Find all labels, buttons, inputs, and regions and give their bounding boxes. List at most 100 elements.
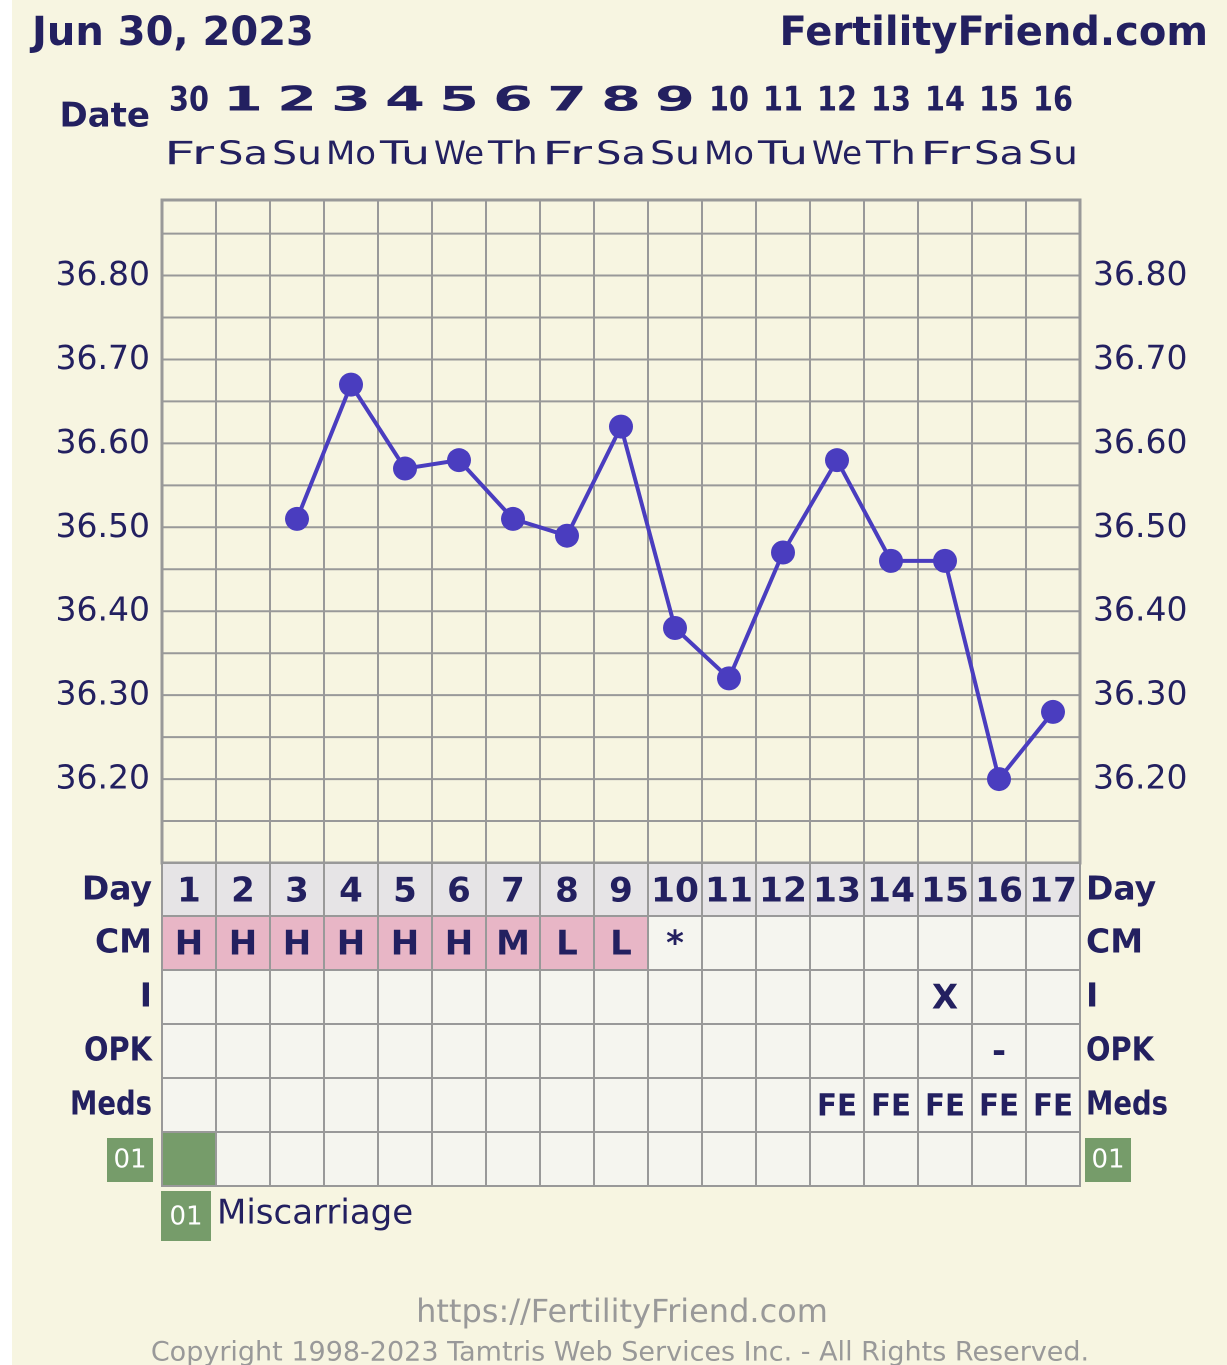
date-label: Date xyxy=(60,96,150,136)
meds-cell xyxy=(377,1077,433,1133)
weekday: Tu xyxy=(757,134,808,172)
cm-cell xyxy=(1025,915,1081,971)
temperature-point xyxy=(933,548,957,573)
opk-cell xyxy=(323,1023,379,1079)
days-cell xyxy=(701,862,757,918)
day-label-right: Day xyxy=(1086,869,1156,908)
event-cell xyxy=(323,1131,379,1187)
cm-value: H xyxy=(175,924,203,964)
y-tick-label: 36.20 xyxy=(56,758,150,797)
cm-cell xyxy=(971,915,1027,971)
days-cell xyxy=(971,862,1027,918)
event-cell xyxy=(647,1131,703,1187)
days-cell xyxy=(485,862,541,918)
cm-cell xyxy=(917,915,973,971)
chart-date: Jun 30, 2023 xyxy=(29,9,314,55)
weekday: Fr xyxy=(920,134,971,172)
days-value: 1 xyxy=(177,871,201,911)
temperature-point xyxy=(393,456,417,481)
i-cell xyxy=(971,969,1027,1025)
date-number: 8 xyxy=(601,80,641,120)
y-tick-label-right: 36.40 xyxy=(1093,590,1187,629)
weekday: We xyxy=(434,134,484,172)
days-value: 16 xyxy=(975,871,1023,911)
meds-cell xyxy=(1025,1077,1081,1133)
days-value: 11 xyxy=(705,871,753,911)
opk-cell xyxy=(863,1023,919,1079)
cm-value: H xyxy=(445,924,473,964)
i-cell xyxy=(161,969,217,1025)
temperature-point xyxy=(663,616,687,641)
i-cell xyxy=(431,969,487,1025)
opk-cell xyxy=(701,1023,757,1079)
opk-cell xyxy=(161,1023,217,1079)
days-value: 3 xyxy=(285,871,309,911)
meds-cell xyxy=(431,1077,487,1133)
event-cell xyxy=(809,1131,865,1187)
i-cell xyxy=(809,969,865,1025)
date-number: 4 xyxy=(385,80,425,120)
cm-cell xyxy=(323,915,379,971)
meds-cell xyxy=(215,1077,271,1133)
event-cell xyxy=(215,1131,271,1187)
days-value: 14 xyxy=(867,871,915,911)
weekday: Th xyxy=(487,134,538,172)
i-cell xyxy=(755,969,811,1025)
opk-cell xyxy=(755,1023,811,1079)
meds-cell xyxy=(593,1077,649,1133)
cm-value: H xyxy=(283,924,311,964)
event-cell xyxy=(701,1131,757,1187)
event-cell xyxy=(1025,1131,1081,1187)
date-number: 6 xyxy=(493,80,533,120)
cm-label-left: CM xyxy=(95,922,152,961)
cm-cell xyxy=(809,915,865,971)
cm-label-right: CM xyxy=(1086,922,1143,961)
weekday: Su xyxy=(1028,134,1078,172)
cm-value: M xyxy=(496,924,530,964)
event-cell xyxy=(971,1131,1027,1187)
event-cell xyxy=(269,1131,325,1187)
days-value: 2 xyxy=(231,871,255,911)
i-label-right: I xyxy=(1086,976,1098,1015)
date-number: 16 xyxy=(1033,80,1073,120)
meds-cell xyxy=(755,1077,811,1133)
opk-label-left: OPK xyxy=(84,1030,153,1069)
days-value: 9 xyxy=(609,871,633,911)
weekday: Fr xyxy=(164,134,215,172)
y-tick-label: 36.80 xyxy=(56,254,150,293)
temperature-point xyxy=(555,523,579,548)
event-cell xyxy=(593,1131,649,1187)
meds-cell xyxy=(269,1077,325,1133)
meds-cell xyxy=(971,1077,1027,1133)
temperature-point xyxy=(1041,699,1065,724)
days-cell xyxy=(377,862,433,918)
legend-code: 01 xyxy=(169,1202,202,1232)
opk-cell xyxy=(971,1023,1027,1079)
days-value: 7 xyxy=(501,871,525,911)
i-cell xyxy=(215,969,271,1025)
days-value: 10 xyxy=(651,871,699,911)
days-value: 15 xyxy=(921,871,969,911)
i-cell xyxy=(863,969,919,1025)
i-cell xyxy=(539,969,595,1025)
days-value: 8 xyxy=(555,871,579,911)
days-value: 12 xyxy=(759,871,807,911)
y-tick-label-right: 36.70 xyxy=(1093,338,1187,377)
meds-label-left: Meds xyxy=(70,1084,152,1123)
day-label-left: Day xyxy=(82,869,152,908)
i-cell xyxy=(269,969,325,1025)
weekday: We xyxy=(812,134,862,172)
temperature-point xyxy=(285,506,309,531)
y-tick-label-right: 36.80 xyxy=(1093,254,1187,293)
days-value: 4 xyxy=(339,871,363,911)
event-cell xyxy=(863,1131,919,1187)
meds-label-right: Meds xyxy=(1086,1084,1168,1123)
y-tick-label: 36.40 xyxy=(56,590,150,629)
cm-value: H xyxy=(337,924,365,964)
meds-value: FE xyxy=(925,1089,965,1124)
event-cell xyxy=(539,1131,595,1187)
opk-cell xyxy=(377,1023,433,1079)
days-cell xyxy=(161,862,217,918)
opk-cell xyxy=(647,1023,703,1079)
